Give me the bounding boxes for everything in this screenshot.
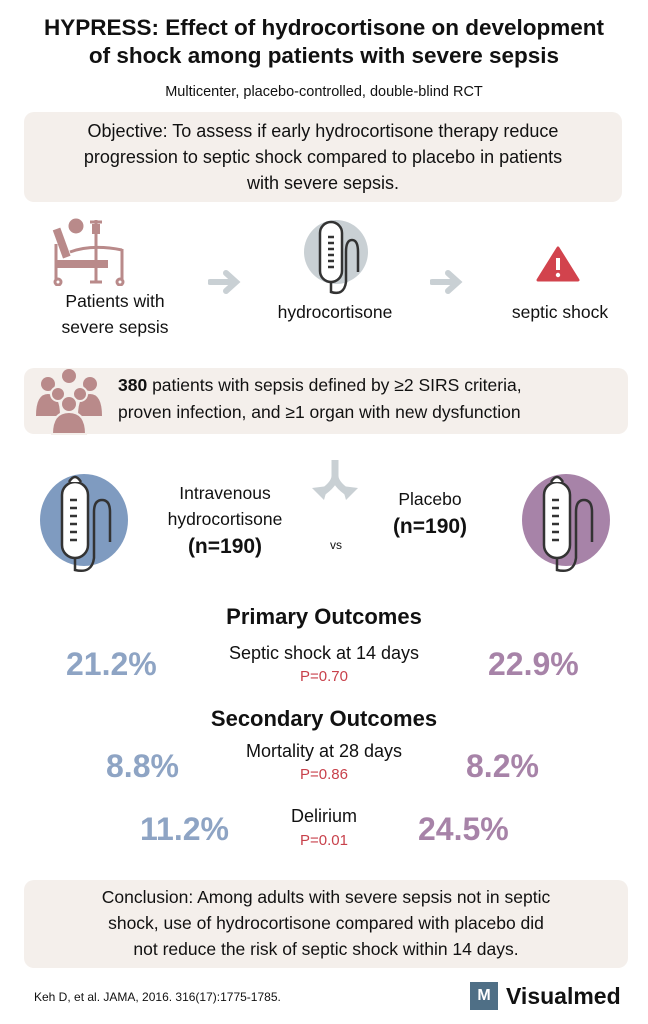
conclusion-line: Conclusion: Among adults with severe sep… (101, 887, 551, 907)
flow-label: severe sepsis (61, 317, 169, 337)
population-line: proven infection, and ≥1 organ with new … (118, 402, 521, 422)
population-text-rest: patients with sepsis defined by ≥2 SIRS … (147, 375, 522, 395)
arm-placebo: Placebo (n=190) (370, 486, 490, 540)
flow-step-hydrocortisone: hydrocortisone (277, 302, 393, 322)
population-text: 380 patients with sepsis defined by ≥2 S… (118, 372, 522, 426)
conclusion-line: shock, use of hydrocortisone compared wi… (108, 913, 544, 933)
logo-mark: M (470, 982, 498, 1010)
page-title: HYPRESS: Effect of hydrocortisone on dev… (0, 14, 648, 70)
arm-n: (n=190) (392, 515, 468, 538)
arm-hydrocortisone: Intravenous hydrocortisone (n=190) (140, 480, 310, 560)
mortality-hydrocortisone-value: 8.8% (106, 748, 179, 784)
primary-placebo-value: 22.9% (488, 646, 579, 682)
mortality-p-value: P=0.86 (300, 766, 348, 783)
warning-icon (536, 246, 580, 282)
title-line: of shock among patients with severe seps… (88, 43, 560, 68)
delirium-placebo-value: 24.5% (418, 811, 509, 847)
primary-outcome-label: Septic shock at 14 days (228, 643, 420, 663)
subtitle: Multicenter, placebo-controlled, double-… (165, 84, 483, 100)
iv-bag-hydrocortisone-icon (40, 474, 128, 572)
delirium-hydrocortisone-value: 11.2% (140, 811, 229, 847)
arrow-right-icon (430, 270, 463, 294)
objective-line: with severe sepsis. (246, 173, 400, 193)
mortality-label: Mortality at 28 days (245, 741, 403, 761)
people-group-icon (36, 369, 102, 435)
mortality-placebo-value: 8.2% (466, 748, 539, 784)
visualmed-logo: M Visualmed (470, 982, 621, 1010)
primary-hydrocortisone-value: 21.2% (66, 646, 157, 682)
objective-box: Objective: To assess if early hydrocorti… (24, 112, 622, 202)
citation: Keh D, et al. JAMA, 2016. 316(17):1775-1… (34, 990, 281, 1004)
arm-label: Placebo (398, 489, 462, 509)
arm-label: Intravenous (179, 483, 271, 503)
delirium-p-value: P=0.01 (300, 832, 348, 849)
population-line: 380 patients with sepsis defined by ≥2 S… (118, 372, 522, 399)
iv-bag-icon (304, 220, 368, 295)
secondary-outcomes-heading: Secondary Outcomes (210, 706, 438, 731)
flow-step-septic-shock: septic shock (511, 302, 609, 322)
arm-label: hydrocortisone (167, 509, 283, 529)
title-line: HYPRESS: Effect of hydrocortisone on dev… (43, 15, 605, 40)
primary-p-value: P=0.70 (300, 668, 348, 685)
population-box (24, 368, 628, 434)
vs-label: vs (330, 538, 342, 552)
primary-outcomes-heading: Primary Outcomes (226, 604, 422, 629)
iv-bag-placebo-icon (522, 474, 610, 572)
flow-label: Patients with (65, 291, 165, 311)
flow-step-patients: Patients with severe sepsis (40, 288, 190, 340)
logo-text: Visualmed (506, 982, 621, 1009)
objective-line: Objective: To assess if early hydrocorti… (87, 121, 559, 141)
arrow-right-icon (208, 270, 241, 294)
patient-count: 380 (118, 375, 148, 395)
objective-line: progression to septic shock compared to … (83, 147, 563, 167)
arm-n: (n=190) (187, 535, 263, 558)
hospital-bed-icon (52, 218, 125, 286)
conclusion-line: not reduce the risk of septic shock with… (133, 939, 519, 959)
delirium-label: Delirium (290, 806, 357, 826)
split-arrow-icon (312, 460, 358, 500)
conclusion-box: Conclusion: Among adults with severe sep… (24, 880, 628, 968)
